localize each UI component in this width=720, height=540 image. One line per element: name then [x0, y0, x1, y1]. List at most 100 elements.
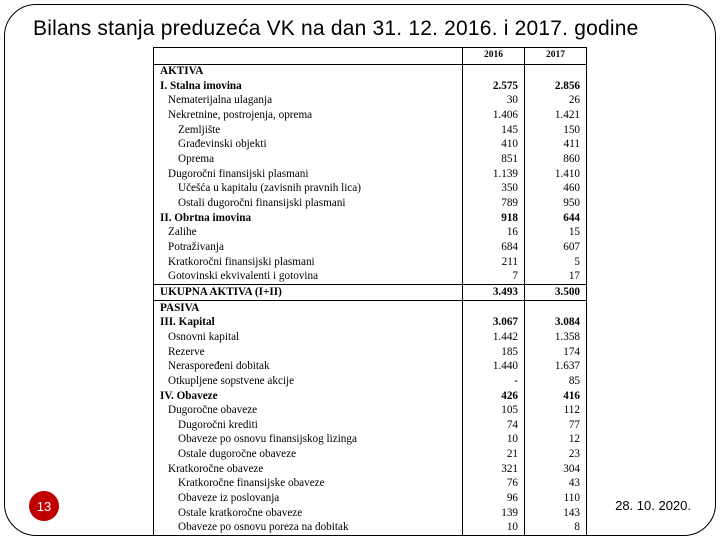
- table-row: II. Obrtna imovina918644: [154, 211, 587, 226]
- val-2016: [463, 64, 525, 79]
- label: Ostale kratkoročne obaveze: [154, 506, 463, 521]
- val-2017: 110: [525, 492, 587, 507]
- val-2017: 12: [525, 433, 587, 448]
- val-2016: 96: [463, 492, 525, 507]
- table-row: Zemljište145150: [154, 123, 587, 138]
- val-2017: 460: [525, 182, 587, 197]
- val-2016: 76: [463, 477, 525, 492]
- val-2016: [463, 301, 525, 316]
- val-2017: 8: [525, 521, 587, 536]
- label: IV. Obaveze: [154, 389, 463, 404]
- val-2017: 950: [525, 196, 587, 211]
- val-2017: 77: [525, 418, 587, 433]
- label: Potraživanja: [154, 240, 463, 255]
- table-row: UKUPNA AKTIVA (I+II)3.4933.500: [154, 285, 587, 301]
- val-2017: 3.500: [525, 285, 587, 301]
- val-2016: 10: [463, 433, 525, 448]
- header-blank: [154, 48, 463, 65]
- label: II. Obrtna imovina: [154, 211, 463, 226]
- val-2017: 2.856: [525, 79, 587, 94]
- label: Kratkoročne obaveze: [154, 462, 463, 477]
- val-2017: [525, 301, 587, 316]
- val-2016: 851: [463, 153, 525, 168]
- val-2017: [525, 64, 587, 79]
- val-2016: 211: [463, 255, 525, 270]
- val-2016: 426: [463, 389, 525, 404]
- val-2016: 3.067: [463, 316, 525, 331]
- header-row: 2016 2017: [154, 48, 587, 65]
- val-2017: 411: [525, 138, 587, 153]
- val-2017: 43: [525, 477, 587, 492]
- table-row: Obaveze po osnovu poreza na dobitak108: [154, 521, 587, 536]
- table-row: Nematerijalna ulaganja3026: [154, 94, 587, 109]
- label: Nematerijalna ulaganja: [154, 94, 463, 109]
- label: Neraspoređeni dobitak: [154, 360, 463, 375]
- val-2016: 1.442: [463, 330, 525, 345]
- table-row: Oprema851860: [154, 153, 587, 168]
- val-2017: 644: [525, 211, 587, 226]
- val-2016: 350: [463, 182, 525, 197]
- val-2017: 1.358: [525, 330, 587, 345]
- table-row: Obaveze po osnovu finansijskog lizinga10…: [154, 433, 587, 448]
- val-2017: 1.637: [525, 360, 587, 375]
- val-2016: 139: [463, 506, 525, 521]
- table-row: IV. Obaveze426416: [154, 389, 587, 404]
- val-2017: 860: [525, 153, 587, 168]
- val-2016: 3.493: [463, 285, 525, 301]
- table-row: Ostali dugoročni finansijski plasmani789…: [154, 196, 587, 211]
- val-2017: 3.084: [525, 316, 587, 331]
- table-row: Otkupljene sopstvene akcije-85: [154, 374, 587, 389]
- label: Učešća u kapitalu (zavisnih pravnih lica…: [154, 182, 463, 197]
- page-title: Bilans stanja preduzeća VK na dan 31. 12…: [33, 17, 687, 41]
- val-2017: 416: [525, 389, 587, 404]
- table-row: Gotovinski ekvivalenti i gotovina717: [154, 270, 587, 285]
- table-row: Nekretnine, postrojenja, oprema1.4061.42…: [154, 109, 587, 124]
- table-row: Ostale kratkoročne obaveze139143: [154, 506, 587, 521]
- table-row: Zalihe1615: [154, 226, 587, 241]
- table-row: Dugoročne obaveze105112: [154, 404, 587, 419]
- val-2017: 5: [525, 255, 587, 270]
- table-row: Dugoročni finansijski plasmani1.1391.410: [154, 167, 587, 182]
- label: Nekretnine, postrojenja, oprema: [154, 109, 463, 124]
- val-2016: 10: [463, 521, 525, 536]
- table-row: PASIVA: [154, 301, 587, 316]
- label: Građevinski objekti: [154, 138, 463, 153]
- label: Dugoročni finansijski plasmani: [154, 167, 463, 182]
- label: UKUPNA AKTIVA (I+II): [154, 285, 463, 301]
- val-2016: 185: [463, 345, 525, 360]
- val-2016: 410: [463, 138, 525, 153]
- table-row: Kratkoročne obaveze321304: [154, 462, 587, 477]
- val-2017: 112: [525, 404, 587, 419]
- val-2016: 1.139: [463, 167, 525, 182]
- label: Rezerve: [154, 345, 463, 360]
- table-row: Rezerve185174: [154, 345, 587, 360]
- val-2017: 607: [525, 240, 587, 255]
- label: Otkupljene sopstvene akcije: [154, 374, 463, 389]
- table-row: AKTIVA: [154, 64, 587, 79]
- val-2016: 684: [463, 240, 525, 255]
- label: I. Stalna imovina: [154, 79, 463, 94]
- label: Obaveze po osnovu finansijskog lizinga: [154, 433, 463, 448]
- val-2017: 23: [525, 448, 587, 463]
- val-2016: 7: [463, 270, 525, 285]
- label: Dugoročni krediti: [154, 418, 463, 433]
- label: III. Kapital: [154, 316, 463, 331]
- table-row: Kratkoročne finansijske obaveze7643: [154, 477, 587, 492]
- header-2016: 2016: [463, 48, 525, 65]
- slide-frame: Bilans stanja preduzeća VK na dan 31. 12…: [4, 4, 716, 536]
- table-row: Dugoročni krediti7477: [154, 418, 587, 433]
- val-2016: 30: [463, 94, 525, 109]
- label: Dugoročne obaveze: [154, 404, 463, 419]
- label: Gotovinski ekvivalenti i gotovina: [154, 270, 463, 285]
- val-2017: 85: [525, 374, 587, 389]
- val-2016: 1.440: [463, 360, 525, 375]
- val-2016: 105: [463, 404, 525, 419]
- balance-table-wrap: 2016 2017 AKTIVA I. Stalna imovina2.5752…: [153, 47, 587, 536]
- val-2017: 174: [525, 345, 587, 360]
- label: Ostali dugoročni finansijski plasmani: [154, 196, 463, 211]
- label: Obaveze iz poslovanja: [154, 492, 463, 507]
- table-row: Građevinski objekti410411: [154, 138, 587, 153]
- table-row: Neraspoređeni dobitak1.4401.637: [154, 360, 587, 375]
- table-row: I. Stalna imovina2.5752.856: [154, 79, 587, 94]
- label: PASIVA: [154, 301, 463, 316]
